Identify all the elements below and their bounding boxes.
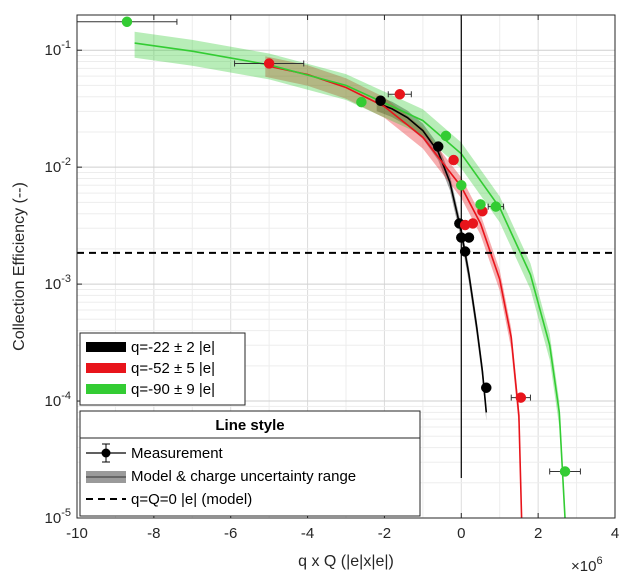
axis-ticks: -10 -8 -6 -4 -2 0 2 410-510-410-310-210-1 [45,15,619,542]
measurement-point [356,96,367,108]
measurement-point [432,141,444,152]
line-style-legend-title: Line style [215,417,284,434]
y-tick-base: 10 [45,42,62,59]
legend-label: q=-22 ± 2 |e| [131,339,215,356]
measurement-point [375,95,386,106]
y-tick-exponent: -3 [61,273,71,285]
y-tick-exponent: -1 [61,39,71,51]
x-tick-label: 4 [611,525,619,542]
measurement-point [481,382,492,393]
series-legend: q=-22 ± 2 |e| q=-52 ± 5 |e| q=-90 ± 9 |e| [79,332,246,406]
measurement-points [76,16,581,477]
line-style-legend-label: Measurement [131,445,224,462]
measurement-point [559,466,571,477]
reference-lines [77,15,615,478]
legend-swatch [86,363,126,373]
y-tick-exponent: -5 [61,507,71,519]
x-tick-label: -10 [66,525,88,542]
x-tick-label: 0 [457,525,465,542]
measurement-point [475,199,486,210]
x-axis-label: q x Q (|e|x|e|) [298,553,394,570]
plot-frame [76,14,616,519]
model-band [134,31,565,519]
measurement-point [456,180,467,191]
y-tick-base: 10 [45,276,62,293]
y-tick-base: 10 [45,510,62,527]
line-style-legend-label: q=Q=0 |e| (model) [131,491,252,508]
x-tick-label: -8 [147,525,160,542]
measurement-point [515,392,527,403]
x-tick-label: -2 [378,525,391,542]
measurement-point [121,16,133,28]
measurement-point [490,201,502,212]
y-tick-label: 10-3 [45,273,71,293]
y-tick-base: 10 [45,159,62,176]
y-axis-label: Collection Efficiency (--) [11,182,28,351]
legend-swatch [86,342,126,352]
x-tick-label: -6 [224,525,237,542]
measurement-point [440,130,452,142]
measurement-point [463,232,475,243]
y-tick-base: 10 [45,393,62,410]
legend-label: q=-90 ± 9 |e| [131,381,215,398]
model-line [376,102,488,413]
measurement-point [448,154,459,166]
line-style-legend-box [79,410,421,517]
legend-swatch [86,384,126,394]
line-style-legend-label: Model & charge uncertainty range [131,468,356,485]
legend-measurement-marker [101,448,111,458]
measurement-point [394,89,406,100]
y-tick-label: 10-4 [45,390,71,410]
x-tick-label: -4 [301,525,314,542]
y-tick-label: 10-1 [45,39,71,59]
measurement-point [459,246,471,257]
x-axis-multiplier-base: ×10 [571,558,596,574]
measurement-point [263,58,275,69]
y-tick-label: 10-2 [45,156,71,176]
y-tick-exponent: -2 [61,156,71,168]
x-axis-multiplier-exponent: 6 [596,555,602,567]
measurement-point [467,218,479,229]
model-uncertainty-bands [134,31,565,519]
legend-label: q=-52 ± 5 |e| [131,360,215,377]
x-axis-multiplier: ×106 [571,555,603,574]
x-tick-label: 2 [534,525,542,542]
y-tick-label: 10-5 [45,507,71,527]
y-tick-exponent: -4 [61,390,71,402]
line-style-legend: Line style Measurement Model & charge unce… [79,410,421,517]
